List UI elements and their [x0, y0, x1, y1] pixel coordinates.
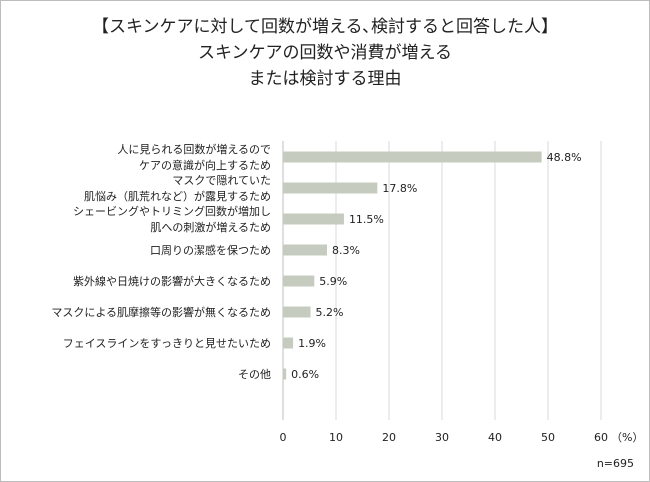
- category-label: ケアの意識が向上するため: [139, 158, 271, 172]
- category-label: 紫外線や日焼けの影響が大きくなるため: [73, 274, 271, 288]
- category-label: シェービングやトリミング回数が増加し: [73, 204, 271, 218]
- chart-title-line-1: 【スキンケアに対して回数が増える､検討すると回答した人】: [92, 17, 558, 37]
- chart-title-line-3: または検討する理由: [248, 69, 402, 89]
- category-label: 肌悩み（肌荒れなど）が露見するため: [84, 189, 271, 203]
- category-label: フェイスラインをすっきりと見せたいため: [63, 337, 271, 350]
- value-label: 48.8%: [547, 151, 582, 164]
- value-label: 0.6%: [291, 368, 319, 381]
- category-label: 肌への刺激が増えるため: [150, 220, 271, 234]
- bar: [283, 244, 327, 256]
- bar: [283, 368, 287, 380]
- value-label: 17.8%: [382, 182, 417, 195]
- chart-title-line-2: スキンケアの回数や消費が増える: [198, 43, 452, 63]
- value-label: 1.9%: [298, 337, 326, 350]
- x-tick-label: 20: [382, 431, 396, 444]
- category-label: その他: [238, 368, 271, 381]
- category-label: 人に見られる回数が増えるので: [117, 142, 271, 156]
- bar: [283, 337, 294, 349]
- bar: [283, 275, 315, 287]
- x-tick-label: 50: [541, 431, 555, 444]
- value-label: 5.9%: [319, 275, 347, 288]
- bar: [283, 151, 542, 163]
- bar: [283, 182, 378, 194]
- x-tick-label: 40: [488, 431, 502, 444]
- category-label: 口周りの潔感を保つため: [150, 243, 271, 257]
- category-label: マスクで隠れていた: [172, 174, 271, 187]
- x-axis-unit: （%）: [611, 431, 643, 444]
- x-tick-label: 0: [280, 431, 287, 444]
- bar: [283, 306, 311, 318]
- sample-size-note: n=695: [597, 457, 634, 470]
- x-tick-label: 10: [329, 431, 343, 444]
- x-tick-label: 60: [594, 431, 608, 444]
- bar: [283, 213, 344, 225]
- value-label: 8.3%: [332, 244, 360, 257]
- value-label: 11.5%: [349, 213, 384, 226]
- x-tick-label: 30: [435, 431, 449, 444]
- chart-title: 【スキンケアに対して回数が増える､検討すると回答した人】 スキンケアの回数や消費…: [0, 14, 650, 92]
- category-label: マスクによる肌摩擦等の影響が無くなるため: [51, 305, 271, 319]
- value-label: 5.2%: [316, 306, 344, 319]
